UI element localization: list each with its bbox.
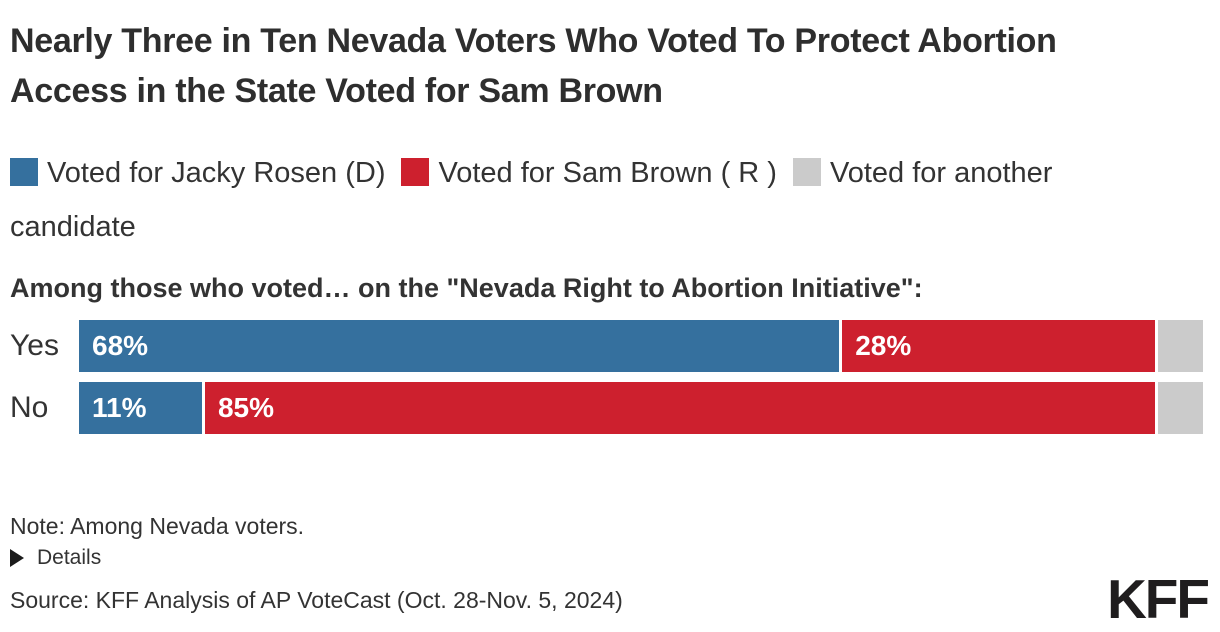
details-label: Details: [37, 546, 102, 569]
legend: Voted for Jacky Rosen (D) Voted for Sam B…: [10, 146, 1155, 254]
note-text: Note: Among Nevada voters.: [10, 513, 305, 539]
source-text: Source: KFF Analysis of AP VoteCast (Oct…: [10, 587, 623, 613]
bar-track: 11% 85%: [79, 382, 1203, 434]
chart-subtitle: Among those who voted… on the "Nevada Ri…: [10, 273, 923, 303]
legend-item-other: Voted for another candidate: [10, 157, 1052, 243]
bar-track: 68% 28%: [79, 320, 1203, 372]
legend-label: Voted for Sam Brown ( R ): [438, 157, 777, 189]
details-arrow-icon: [10, 549, 24, 567]
legend-swatch-rosen: [10, 158, 38, 186]
bar-segment-rosen[interactable]: 68%: [79, 320, 840, 372]
category-label: No: [10, 391, 49, 424]
bar-segment-other[interactable]: [1158, 320, 1203, 372]
kff-logo: KFF: [1107, 568, 1210, 630]
chart-row-yes: Yes 68% 28%: [10, 320, 1203, 372]
details-toggle[interactable]: Details: [10, 546, 101, 570]
bar-segment-brown[interactable]: 85%: [204, 382, 1156, 434]
bar-value-label: 85%: [217, 392, 275, 423]
chart-title: Nearly Three in Ten Nevada Voters Who Vo…: [10, 22, 1057, 110]
bar-segment-brown[interactable]: 28%: [842, 320, 1156, 372]
legend-item-brown: Voted for Sam Brown ( R ): [401, 157, 777, 189]
legend-swatch-other: [792, 158, 821, 186]
legend-item-rosen: Voted for Jacky Rosen (D): [10, 157, 385, 189]
bar-segment-other[interactable]: [1158, 382, 1203, 434]
bar-segment-rosen[interactable]: 11%: [79, 382, 202, 434]
bar-chart: Yes 68% 28% No 11% 85%: [10, 320, 1203, 434]
bar-value-label: 11%: [92, 392, 147, 423]
bar-value-label: 68%: [92, 330, 149, 361]
legend-swatch-brown: [401, 158, 430, 186]
legend-label: Voted for another candidate: [10, 157, 1053, 243]
bar-value-label: 28%: [855, 330, 912, 361]
category-label: Yes: [10, 329, 59, 362]
chart-row-no: No 11% 85%: [10, 382, 1203, 434]
legend-label: Voted for Jacky Rosen (D): [47, 157, 386, 189]
